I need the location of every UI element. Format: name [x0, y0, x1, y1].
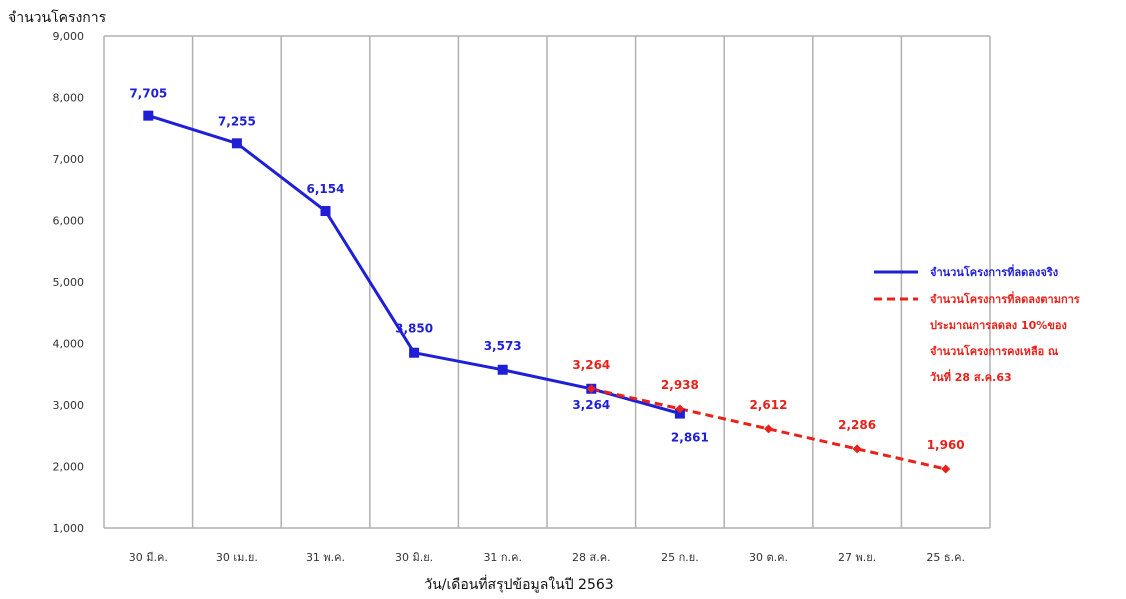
legend: จำนวนโครงการที่ลดลงจริงจำนวนโครงการที่ลด… [874, 264, 1080, 384]
y-tick-label: 4,000 [53, 338, 85, 351]
grid-lines [103, 35, 991, 529]
data-label: 2,861 [671, 431, 709, 445]
data-label: 7,255 [218, 114, 256, 128]
legend-label: จำนวนโครงการที่ลดลงจริง [930, 264, 1058, 279]
x-axis-title: วัน/เดือนที่สรุปข้อมูลในปี 2563 [424, 575, 613, 593]
legend-label: วันที่ 28 ส.ค.63 [930, 369, 1012, 384]
y-axis-ticks: 1,000 2,000 3,000 4,000 5,000 6,000 7,000 8,000… [53, 30, 85, 535]
series-1-point [409, 347, 420, 358]
series-1-point [497, 364, 508, 375]
legend-label: จำนวนโครงการที่ลดลงตามการ [930, 291, 1080, 306]
x-axis-ticks: 30 มี.ค. 30 เม.ย. 31 พ.ค. 30 มิ.ย. 31 ก.ค. 28… [129, 551, 965, 564]
data-label: 6,154 [307, 182, 345, 196]
series-1-point [674, 408, 685, 419]
data-label: 2,938 [661, 378, 699, 392]
data-label: 3,264 [572, 358, 610, 372]
x-tick-label: 31 พ.ค. [306, 551, 345, 564]
series-2-point [941, 464, 951, 474]
x-tick-label: 25 ธ.ค. [926, 551, 965, 564]
y-tick-label: 3,000 [53, 399, 85, 412]
x-tick-label: 27 พ.ย. [838, 551, 876, 564]
data-label: 2,612 [750, 398, 788, 412]
x-tick-label: 25 ก.ย. [661, 551, 699, 564]
legend-label: จำนวนโครงการคงเหลือ ณ [930, 344, 1059, 358]
series-2-point [852, 444, 862, 454]
series-line-2 [590, 387, 947, 471]
series-2-point [675, 404, 685, 414]
data-label: 3,850 [395, 322, 433, 336]
series-2-point [586, 384, 596, 394]
y-axis-title: จำนวนโครงการ [8, 9, 107, 26]
series-2-point [764, 424, 773, 434]
y-tick-label: 2,000 [53, 461, 85, 474]
x-tick-label: 28 ส.ค. [572, 551, 611, 564]
series-1-point [320, 206, 331, 217]
data-labels: 7,705 7,255 6,154 3,850 3,573 3,264 2,861 3,264… [129, 87, 964, 452]
x-tick-label: 30 เม.ย. [216, 551, 258, 564]
y-tick-label: 1,000 [53, 522, 85, 535]
y-tick-label: 9,000 [53, 30, 85, 43]
data-label: 3,264 [572, 398, 610, 412]
data-label: 7,705 [129, 87, 167, 101]
x-tick-label: 30 มี.ค. [129, 551, 168, 564]
series-group [143, 110, 951, 474]
series-1-point [231, 138, 242, 149]
x-tick-label: 30 ต.ค. [749, 551, 788, 564]
x-tick-label: 30 มิ.ย. [395, 551, 433, 564]
data-label: 3,573 [484, 339, 522, 353]
series-1-point [143, 110, 154, 121]
data-label: 1,960 [927, 438, 965, 452]
y-tick-label: 8,000 [53, 92, 85, 105]
legend-label: ประมาณการลดลง 10%ของ [930, 319, 1067, 332]
y-tick-label: 7,000 [53, 153, 85, 166]
y-tick-label: 5,000 [53, 276, 85, 289]
data-label: 2,286 [838, 418, 876, 432]
x-tick-label: 31 ก.ค. [483, 551, 522, 564]
y-tick-label: 6,000 [53, 215, 85, 228]
